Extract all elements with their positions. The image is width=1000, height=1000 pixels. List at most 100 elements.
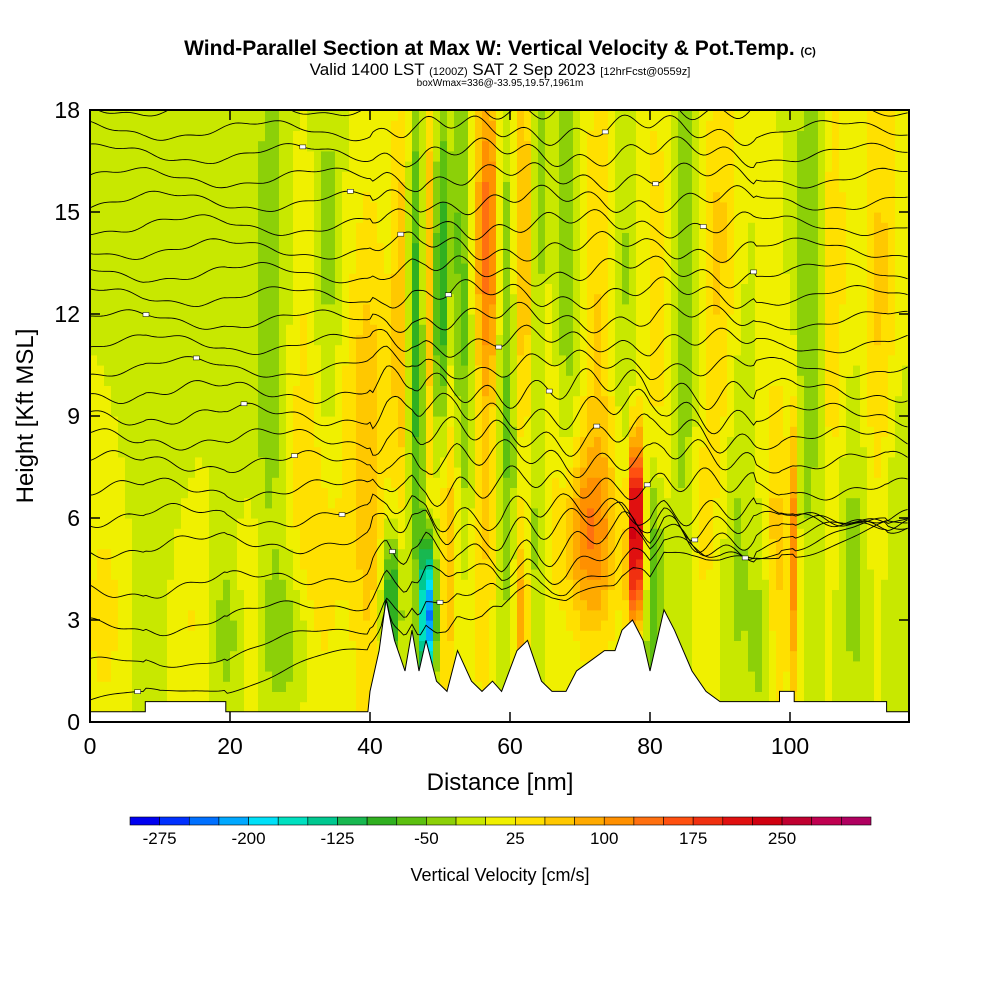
velocity-cell (97, 222, 105, 233)
velocity-cell (587, 650, 595, 662)
velocity-cell (433, 120, 441, 131)
velocity-cell (538, 446, 546, 458)
velocity-cell (321, 416, 329, 427)
velocity-cell (167, 569, 175, 580)
velocity-cell (349, 456, 357, 468)
velocity-cell (496, 518, 504, 529)
velocity-cell (230, 701, 238, 713)
velocity-cell (244, 691, 252, 703)
velocity-cell (237, 640, 245, 652)
velocity-cell (111, 263, 119, 274)
velocity-cell (244, 375, 252, 386)
velocity-cell (195, 283, 203, 295)
velocity-cell (111, 620, 119, 631)
velocity-cell (118, 650, 126, 662)
velocity-cell (293, 701, 301, 713)
velocity-cell (496, 375, 504, 386)
velocity-cell (377, 436, 385, 448)
velocity-cell (363, 548, 371, 560)
velocity-cell (615, 252, 623, 264)
velocity-cell (258, 456, 266, 468)
velocity-cell (636, 161, 644, 172)
velocity-cell (629, 456, 637, 468)
velocity-cell (111, 538, 119, 550)
velocity-cell (286, 161, 294, 172)
velocity-cell (538, 671, 546, 682)
velocity-cell (629, 467, 637, 478)
velocity-cell (272, 232, 280, 244)
velocity-cell (531, 314, 539, 325)
velocity-cell (461, 467, 469, 478)
velocity-cell (188, 283, 196, 295)
velocity-cell (90, 599, 98, 611)
velocity-cell (202, 273, 210, 284)
velocity-cell (510, 140, 518, 152)
velocity-cell (517, 528, 525, 539)
velocity-cell (139, 242, 147, 254)
velocity-cell (90, 538, 98, 550)
velocity-cell (482, 487, 490, 499)
velocity-cell (139, 161, 147, 172)
velocity-cell (265, 416, 273, 427)
velocity-cell (398, 436, 406, 448)
velocity-cell (342, 487, 350, 499)
velocity-cell (125, 191, 133, 203)
velocity-cell (538, 650, 546, 662)
velocity-cell (279, 283, 287, 295)
velocity-cell (377, 232, 385, 244)
velocity-cell (293, 405, 301, 417)
velocity-cell (454, 436, 462, 448)
velocity-cell (258, 630, 266, 641)
velocity-cell (146, 538, 154, 550)
velocity-cell (664, 263, 672, 274)
velocity-cell (664, 579, 672, 590)
velocity-cell (209, 232, 217, 244)
velocity-cell (174, 324, 182, 335)
velocity-cell (125, 354, 133, 366)
velocity-cell (181, 212, 189, 223)
velocity-cell (363, 497, 371, 509)
velocity-cell (314, 528, 322, 539)
velocity-cell (489, 314, 497, 325)
velocity-cell (132, 609, 140, 621)
velocity-cell (370, 303, 378, 315)
velocity-cell (258, 222, 266, 233)
velocity-cell (552, 640, 560, 652)
velocity-cell (503, 222, 511, 233)
velocity-cell (370, 201, 378, 213)
velocity-cell (566, 507, 574, 519)
velocity-cell (391, 467, 399, 478)
velocity-cell (391, 140, 399, 152)
velocity-cell (545, 181, 553, 193)
velocity-cell (482, 507, 490, 519)
velocity-cell (370, 130, 378, 142)
velocity-cell (608, 273, 616, 284)
velocity-cell (552, 273, 560, 284)
velocity-cell (279, 640, 287, 652)
velocity-cell (545, 579, 553, 590)
velocity-cell (377, 620, 385, 631)
velocity-cell (258, 354, 266, 366)
velocity-cell (587, 201, 595, 213)
velocity-cell (181, 161, 189, 172)
velocity-cell (412, 538, 420, 550)
velocity-cell (160, 426, 168, 437)
velocity-cell (419, 426, 427, 437)
velocity-cell (104, 293, 112, 305)
velocity-cell (650, 558, 658, 570)
velocity-cell (629, 273, 637, 284)
subtitle-utc: (1200Z) (429, 66, 468, 78)
velocity-cell (398, 293, 406, 305)
velocity-cell (314, 120, 322, 131)
velocity-cell (510, 293, 518, 305)
velocity-cell (279, 701, 287, 713)
velocity-cell (97, 538, 105, 550)
velocity-cell (552, 426, 560, 437)
velocity-cell (293, 212, 301, 223)
velocity-cell (377, 212, 385, 223)
velocity-cell (461, 344, 469, 356)
velocity-cell (384, 161, 392, 172)
velocity-cell (650, 620, 658, 631)
velocity-cell (244, 344, 252, 356)
velocity-cell (314, 161, 322, 172)
